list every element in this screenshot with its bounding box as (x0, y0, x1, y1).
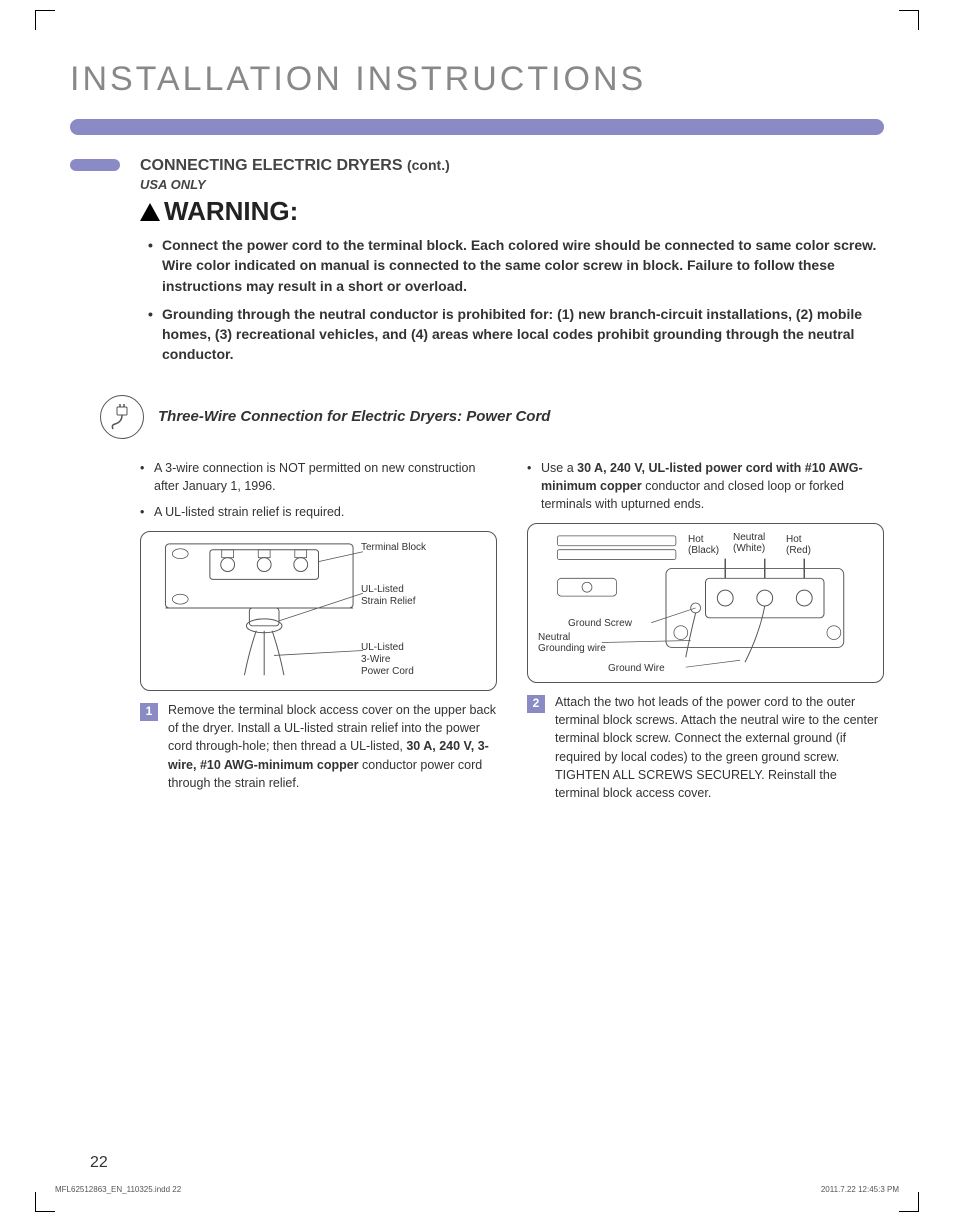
step-number: 1 (140, 703, 158, 721)
callout-neutral-grounding: NeutralGrounding wire (538, 632, 606, 654)
step-1-text: Remove the terminal block access cover o… (168, 701, 497, 792)
subsection-header: Three-Wire Connection for Electric Dryer… (70, 395, 884, 439)
accent-bar-row (70, 119, 884, 137)
callout-neutral-white: Neutral(White) (733, 532, 765, 554)
diagram-left: Terminal Block UL-ListedStrain Relief UL… (140, 531, 497, 691)
callout-strain-relief: UL-ListedStrain Relief (361, 584, 415, 608)
left-column: A 3-wire connection is NOT permitted on … (140, 459, 497, 802)
warning-label: WARNING: (164, 196, 298, 227)
footer-left: MFL62512863_EN_110325.indd 22 (55, 1185, 181, 1194)
right-column: Use a 30 A, 240 V, UL-listed power cord … (527, 459, 884, 802)
columns: A 3-wire connection is NOT permitted on … (70, 459, 884, 802)
callout-hot-black: Hot(Black) (688, 534, 719, 556)
callout-ground-wire: Ground Wire (608, 662, 665, 677)
subsection-title: Three-Wire Connection for Electric Dryer… (158, 408, 550, 425)
left-bullet: A UL-listed strain relief is required. (140, 503, 497, 521)
warning-icon (140, 203, 160, 221)
step-2-text: Attach the two hot leads of the power co… (555, 693, 884, 802)
warning-bullet: Connect the power cord to the terminal b… (148, 235, 884, 296)
warning-bullet: Grounding through the neutral conductor … (148, 304, 884, 365)
left-bullets: A 3-wire connection is NOT permitted on … (140, 459, 497, 521)
accent-stub (70, 159, 120, 171)
section-title: CONNECTING ELECTRIC DRYERS (cont.) (140, 157, 884, 175)
left-bullet: A 3-wire connection is NOT permitted on … (140, 459, 497, 495)
callout-power-cord: UL-Listed3-WirePower Cord (361, 642, 414, 678)
step-1: 1 Remove the terminal block access cover… (140, 701, 497, 792)
step-2: 2 Attach the two hot leads of the power … (527, 693, 884, 802)
crop-mark (899, 10, 919, 30)
section-cont: (cont.) (407, 157, 450, 173)
warning-header: WARNING: (140, 196, 884, 227)
callout-terminal-block: Terminal Block (361, 542, 426, 554)
section-subtitle: USA ONLY (140, 177, 884, 192)
section-header: CONNECTING ELECTRIC DRYERS (cont.) USA O… (70, 157, 884, 365)
right-bullets: Use a 30 A, 240 V, UL-listed power cord … (527, 459, 884, 513)
warning-list: Connect the power cord to the terminal b… (148, 235, 884, 365)
terminal-diagram-svg (141, 532, 496, 690)
section-title-text: CONNECTING ELECTRIC DRYERS (140, 157, 403, 174)
plug-icon (100, 395, 144, 439)
accent-bar-main (120, 119, 884, 135)
page-title: INSTALLATION INSTRUCTIONS (70, 60, 884, 99)
crop-mark (35, 1192, 55, 1212)
callout-ground-screw: Ground Screw (568, 617, 632, 632)
callout-hot-red: Hot(Red) (786, 534, 811, 556)
footer-right: 2011.7.22 12:45:3 PM (821, 1185, 899, 1194)
diagram-right: Hot(Black) Neutral(White) Hot(Red) Groun… (527, 523, 884, 683)
right-bullet: Use a 30 A, 240 V, UL-listed power cord … (527, 459, 884, 513)
crop-mark (899, 1192, 919, 1212)
page-content: INSTALLATION INSTRUCTIONS CONNECTING ELE… (70, 60, 884, 1172)
step-number: 2 (527, 695, 545, 713)
crop-mark (35, 10, 55, 30)
page-number: 22 (90, 1154, 108, 1172)
